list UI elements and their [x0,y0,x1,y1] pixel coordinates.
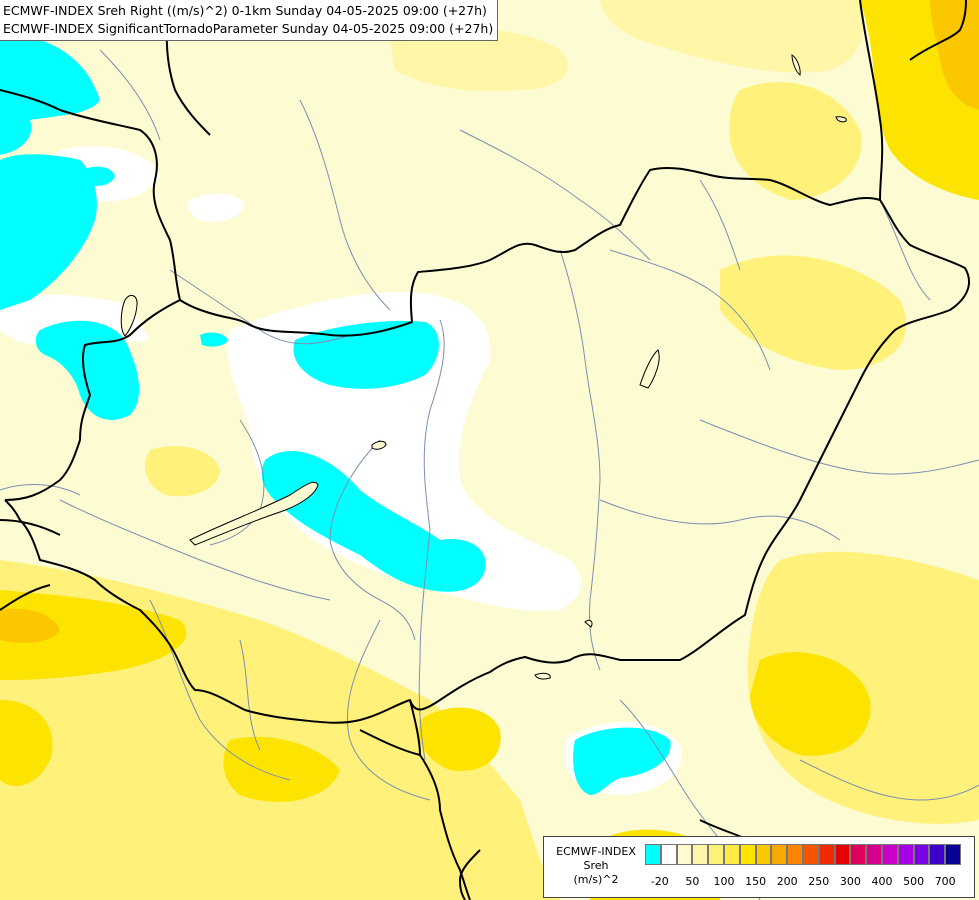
map-title-box: ECMWF-INDEX Sreh Right ((m/s)^2) 0-1km S… [0,0,499,41]
legend-swatch [660,844,677,865]
map-title-line-1: ECMWF-INDEX Sreh Right ((m/s)^2) 0-1km S… [3,3,487,18]
legend-label: ECMWF-INDEX Sreh (m/s)^2 [548,845,644,887]
lake-balaton [189,481,319,546]
legend-ticks: -20 50 100 150 200 250 300 400 500 700 [645,875,975,891]
legend-swatch [945,844,961,865]
legend-swatch [771,844,788,865]
legend-swatch [787,844,803,865]
legend-variable: Sreh [583,859,609,872]
legend-tick-label: 500 [903,875,925,888]
legend-swatch [850,844,867,865]
legend-model-name: ECMWF-INDEX [556,845,636,858]
legend-swatch [929,844,946,865]
legend-swatch [913,844,930,865]
legend-swatch [739,844,756,865]
legend-tick-label: 200 [776,875,798,888]
legend-swatch [723,844,740,865]
legend-swatch [802,844,819,865]
legend-tick-label: 150 [745,875,767,888]
legend-swatches [645,844,961,865]
legend-swatch [834,844,851,865]
lake-neusiedl [120,294,138,337]
legend-swatch [708,844,724,865]
map-title-line-2: ECMWF-INDEX SignificantTornadoParameter … [3,21,494,36]
legend-tick-label: 300 [839,875,861,888]
legend-tick-label: -20 [650,875,669,888]
legend-tick-label: 50 [685,875,700,888]
legend-swatch [645,844,661,865]
hungary-border [4,166,970,724]
legend-swatch [866,844,882,865]
lakes [120,54,847,680]
legend-tick-label: 100 [713,875,735,888]
legend-swatch [676,844,693,865]
legend-tick-label: 700 [934,875,956,888]
legend-swatch [692,844,709,865]
legend-tick-label: 400 [871,875,893,888]
legend-swatch [881,844,898,865]
legend-swatch [818,844,835,865]
legend-units: (m/s)^2 [573,873,619,886]
legend-swatch [897,844,914,865]
color-legend: ECMWF-INDEX Sreh (m/s)^2 -20 50 100 150 200 2… [543,836,975,898]
legend-tick-label: 250 [808,875,830,888]
legend-swatch [755,844,772,865]
